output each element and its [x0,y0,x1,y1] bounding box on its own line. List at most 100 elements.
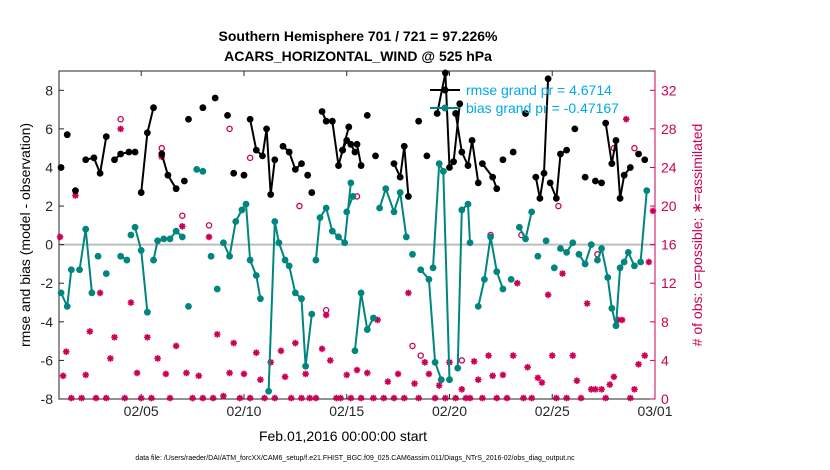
bias-data-point [643,187,651,195]
obs-assimilated-marker [458,386,466,393]
bias-series-line [353,292,375,351]
bias-data-point [291,289,299,297]
obs-assimilated-marker [261,394,268,402]
bias-data-point [620,258,628,266]
y-tick-label: -8 [41,391,54,407]
bias-data-point [257,295,264,303]
bias-data-point [464,200,472,208]
obs-assimilated-marker [347,394,355,402]
bias-data-point [252,272,260,279]
rmse-data-point [608,160,616,168]
bias-data-point [417,266,425,274]
bias-data-point [328,227,336,235]
obs-assimilated-marker [337,394,344,402]
obs-assimilated-marker [363,369,371,377]
rmse-data-point [423,152,431,160]
rmse-data-point [456,100,464,108]
rmse-data-point [557,150,564,158]
bias-data-point [499,285,507,293]
obs-assimilated-marker [96,289,104,297]
rmse-series-line [249,119,276,195]
obs-assimilated-marker [189,394,196,402]
obs-assimilated-marker [56,233,64,241]
bias-data-point [396,189,404,196]
bias-data-point [550,264,558,272]
obs-assimilated-marker [587,386,595,393]
bias-data-point [67,266,75,274]
obs-assimilated-marker [470,358,478,365]
rmse-data-point [592,177,599,185]
obs-assimilated-marker [343,371,351,379]
bias-data-point [88,289,96,297]
bias-data-point [390,208,398,216]
legend-bias-label: bias grand pr = -0.47167 [466,100,619,116]
rmse-data-point [563,146,571,154]
obs-assimilated-marker [474,376,482,384]
bias-data-point [581,260,589,268]
obs-assimilated-marker [333,394,340,402]
bias-data-point [637,258,645,266]
bias-data-point [409,250,416,258]
obs-possible-marker [458,357,466,364]
obs-assimilated-marker [78,394,85,402]
rmse-data-point [441,69,449,77]
bias-data-point [435,160,443,168]
obs-assimilated-marker [374,316,381,324]
bias-data-point [437,376,445,384]
obs-assimilated-marker [205,233,213,241]
obs-assimilated-marker [144,333,151,341]
obs-assimilated-marker [534,374,542,382]
obs-assimilated-marker [415,394,422,402]
bias-data-point [178,233,186,241]
y-tick-label: 6 [45,121,53,137]
rmse-data-point [468,137,476,144]
rmse-series-line [85,136,108,177]
obs-possible-marker [246,154,254,162]
rmse-data-point [372,152,379,160]
obs-assimilated-marker [137,394,145,402]
bias-data-point [481,275,488,283]
bias-data-point [154,237,162,245]
bias-data-point [534,252,542,260]
obs-assimilated-marker [559,270,566,277]
rmse-data-point [509,148,517,156]
bias-data-point [213,285,221,293]
rmse-data-point [63,131,71,139]
obs-assimilated-marker [548,352,556,359]
rmse-data-point [164,171,172,179]
obs-assimilated-marker [435,382,443,389]
bias-data-point [569,239,577,247]
rmse-data-point [544,75,552,83]
obs-assimilated-marker [622,115,630,123]
rmse-data-point [571,125,579,133]
obs-assimilated-marker [353,366,361,374]
rmse-data-point [351,148,359,156]
obs-possible-marker [179,212,186,219]
rmse-data-point [478,160,486,168]
obs-assimilated-marker [154,355,161,362]
bias-data-point [363,326,371,333]
bias-data-point [281,256,289,264]
obs-assimilated-marker [569,352,577,359]
y-tick-label: -4 [41,314,54,330]
rmse-data-point [581,173,589,181]
rmse-data-point [308,189,316,196]
bias-data-point [335,233,342,241]
rmse-data-point [602,119,610,127]
rmse-data-point [616,194,624,202]
x-tick-label: 02/05 [124,403,159,419]
bias-data-point [598,245,605,252]
obs-assimilated-marker [631,386,638,393]
rmse-data-point [322,117,330,125]
rmse-data-point [363,111,371,119]
y-tick-label: 2 [45,198,53,214]
obs-assimilated-marker [524,363,531,371]
obs-assimilated-marker [236,394,244,402]
x-tick-label: 02/20 [432,403,467,419]
obs-possible-marker [296,202,303,210]
x-tick-label: 02/15 [329,403,364,419]
obs-assimilated-marker [421,359,429,366]
legend: rmse grand pr = 4.6714 bias grand pr = -… [430,82,619,116]
bias-series-line [639,190,648,263]
legend-bias-marker [441,104,449,112]
